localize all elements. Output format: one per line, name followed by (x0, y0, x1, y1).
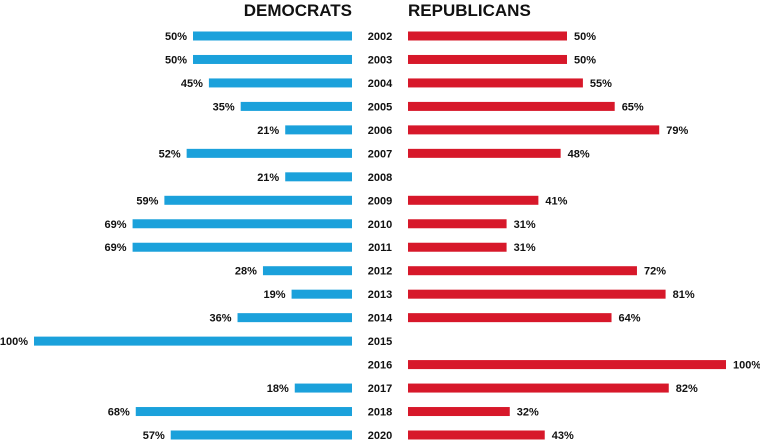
democrats-value-label: 100% (0, 336, 28, 348)
republicans-header: REPUBLICANS (408, 1, 531, 20)
republicans-bar (408, 289, 666, 299)
democrats-bar (262, 266, 352, 276)
republicans-bar (408, 125, 660, 135)
democrats-value-label: 28% (235, 266, 257, 278)
democrats-bar (294, 383, 352, 393)
democrats-value-label: 50% (165, 54, 187, 66)
year-label: 2002 (368, 31, 392, 43)
republicans-bar (408, 242, 507, 252)
republicans-value-label: 82% (676, 383, 698, 395)
year-label: 2006 (368, 125, 392, 137)
republicans-value-label: 65% (622, 101, 644, 113)
democrats-value-label: 19% (264, 289, 286, 301)
republicans-bar (408, 195, 539, 205)
democrats-bar (135, 407, 352, 417)
democrats-bar (237, 313, 352, 323)
democrats-value-label: 57% (143, 430, 165, 442)
year-label: 2005 (368, 101, 392, 113)
republicans-value-label: 64% (619, 313, 641, 325)
republicans-value-label: 81% (673, 289, 695, 301)
republicans-value-label: 72% (644, 266, 666, 278)
democrats-bar (132, 242, 352, 252)
democrats-bar (132, 219, 352, 229)
republicans-value-label: 55% (590, 78, 612, 90)
year-label: 2016 (368, 360, 392, 372)
republicans-value-label: 32% (517, 407, 539, 419)
year-label: 2020 (368, 430, 392, 442)
democrats-bar (164, 195, 352, 205)
democrats-value-label: 21% (257, 172, 279, 184)
democrats-bar (34, 336, 352, 346)
republicans-value-label: 31% (514, 219, 536, 231)
democrats-value-label: 21% (257, 125, 279, 137)
republicans-value-label: 48% (568, 148, 590, 160)
republicans-value-label: 100% (733, 360, 760, 372)
democrats-bar (285, 172, 352, 182)
year-label: 2014 (368, 313, 393, 325)
year-label: 2003 (368, 54, 392, 66)
republicans-bar (408, 360, 726, 370)
democrats-value-label: 59% (136, 195, 158, 207)
republicans-bar (408, 148, 561, 158)
republicans-value-label: 31% (514, 242, 536, 254)
democrats-bar (240, 101, 352, 111)
democrats-value-label: 68% (108, 407, 130, 419)
year-label: 2015 (368, 336, 392, 348)
democrats-bar (170, 430, 352, 440)
year-label: 2017 (368, 383, 392, 395)
democrats-value-label: 36% (209, 313, 231, 325)
democrats-bar (193, 54, 352, 64)
year-label: 2012 (368, 266, 392, 278)
democrats-value-label: 69% (105, 219, 127, 231)
democrats-value-label: 18% (267, 383, 289, 395)
year-label: 2007 (368, 148, 392, 160)
democrats-header: DEMOCRATS (244, 1, 352, 20)
democrats-bar (285, 125, 352, 135)
republicans-value-label: 50% (574, 54, 596, 66)
democrats-value-label: 69% (105, 242, 127, 254)
republicans-value-label: 79% (666, 125, 688, 137)
republicans-bar (408, 54, 567, 64)
republicans-value-label: 41% (545, 195, 567, 207)
democrats-bar (208, 78, 352, 88)
democrats-value-label: 35% (213, 101, 235, 113)
bar-rows: 2002 50% 50% 2003 50% 50% 2004 45% 55% 2005 35% 65%… (0, 31, 760, 442)
democrats-value-label: 45% (181, 78, 203, 90)
republicans-bar (408, 383, 669, 393)
democrats-value-label: 52% (159, 148, 181, 160)
republicans-bar (408, 430, 545, 440)
year-label: 2011 (368, 242, 392, 254)
republicans-bar (408, 78, 583, 88)
democrats-bar (186, 148, 352, 158)
year-label: 2009 (368, 195, 392, 207)
republicans-bar (408, 407, 510, 417)
year-label: 2018 (368, 407, 392, 419)
republicans-bar (408, 266, 637, 276)
year-label: 2004 (368, 78, 393, 90)
republicans-bar (408, 219, 507, 229)
democrats-value-label: 50% (165, 31, 187, 43)
republicans-bar (408, 31, 567, 41)
year-label: 2013 (368, 289, 392, 301)
republicans-value-label: 43% (552, 430, 574, 442)
year-label: 2010 (368, 219, 392, 231)
republicans-bar (408, 101, 615, 111)
democrats-bar (291, 289, 352, 299)
republicans-bar (408, 313, 612, 323)
year-label: 2008 (368, 172, 392, 184)
republicans-value-label: 50% (574, 31, 596, 43)
democrats-bar (193, 31, 352, 41)
